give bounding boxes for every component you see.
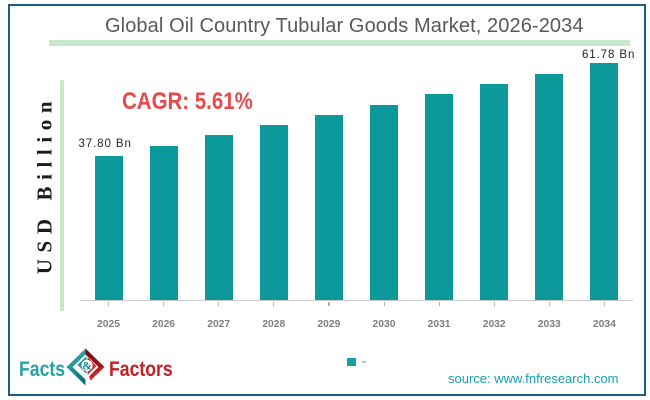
svg-text:&: & — [82, 361, 92, 373]
